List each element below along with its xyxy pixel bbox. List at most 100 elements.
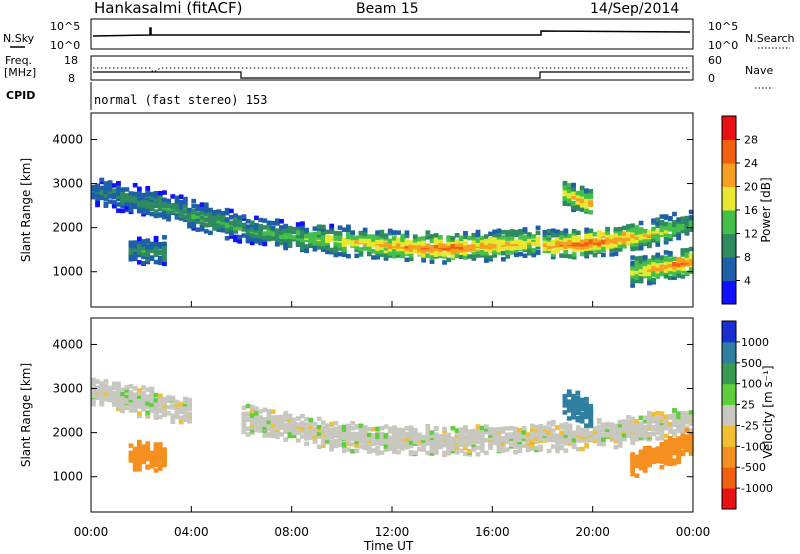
- echo-cell: [400, 444, 406, 449]
- echo-cell: [630, 466, 636, 471]
- echo-cell: [638, 421, 644, 426]
- echo-cell: [550, 239, 556, 245]
- echo-cell: [153, 446, 159, 452]
- echo-cell: [446, 432, 452, 438]
- echo-cell: [467, 244, 473, 250]
- echo-cell: [496, 234, 502, 240]
- echo-cell: [379, 248, 385, 254]
- echo-cell: [655, 242, 661, 247]
- echo-cell: [672, 429, 677, 434]
- echo-cell: [383, 245, 389, 251]
- echo-cell: [454, 253, 460, 259]
- echo-cell: [429, 247, 435, 252]
- echo-cell: [262, 425, 268, 431]
- echo-cell: [145, 397, 151, 402]
- freq-frame: [90, 55, 694, 81]
- echo-cell: [174, 405, 180, 411]
- echo-cell: [642, 445, 648, 451]
- echo-cell: [596, 441, 602, 447]
- echo-cell: [408, 428, 414, 434]
- echo-cell: [195, 214, 201, 219]
- echo-cell: [132, 446, 138, 452]
- echo-cell: [91, 401, 96, 407]
- echo-cell: [458, 439, 464, 445]
- echo-cell: [270, 229, 276, 234]
- echo-cell: [672, 418, 677, 423]
- echo-cell: [601, 242, 606, 247]
- echo-cell: [136, 459, 142, 464]
- echo-cell: [333, 233, 339, 239]
- echo-cell: [241, 226, 247, 232]
- echo-cell: [262, 225, 268, 230]
- echo-cell: [124, 201, 130, 207]
- echo-cell: [191, 214, 197, 220]
- echo-cell: [684, 248, 690, 253]
- echo-cell: [132, 247, 138, 252]
- echo-cell: [199, 224, 205, 230]
- echo-cell: [634, 275, 640, 280]
- echo-cell: [638, 278, 644, 284]
- echo-cell: [149, 191, 155, 197]
- echo-cell: [584, 194, 589, 199]
- echo-cell: [672, 256, 677, 262]
- echo-cell: [162, 460, 167, 466]
- echo-cell: [325, 425, 330, 431]
- echo-cell: [471, 246, 477, 252]
- echo-cell: [266, 224, 272, 230]
- echo-cell: [433, 436, 439, 442]
- echo-cell: [647, 271, 652, 276]
- echo-cell: [249, 220, 255, 225]
- echo-cell: [128, 453, 134, 458]
- echo-cell: [375, 249, 381, 254]
- velocity-plot-bg: [91, 318, 693, 512]
- echo-cell: [366, 426, 372, 432]
- echo-cell: [387, 435, 393, 440]
- echo-cell: [588, 246, 594, 251]
- echo-cell: [659, 464, 665, 470]
- echo-cell: [630, 255, 636, 260]
- echo-cell: [145, 441, 151, 446]
- echo-cell: [651, 414, 656, 420]
- echo-cell: [400, 436, 406, 441]
- echo-cell: [566, 196, 572, 202]
- colorbar-tick-label: 4: [744, 275, 751, 288]
- echo-cell: [350, 241, 355, 247]
- echo-cell: [291, 424, 297, 430]
- echo-cell: [559, 434, 565, 440]
- echo-cell: [634, 225, 640, 230]
- echo-cell: [663, 239, 669, 245]
- echo-cell: [116, 384, 121, 390]
- echo-cell: [617, 431, 623, 436]
- echo-cell: [571, 401, 576, 406]
- echo-cell: [458, 238, 464, 244]
- echo-cell: [567, 441, 573, 446]
- echo-cell: [504, 432, 510, 438]
- echo-cell: [534, 424, 539, 430]
- echo-cell: [111, 391, 117, 396]
- echo-cell: [663, 255, 669, 260]
- echo-cell: [141, 260, 146, 266]
- echo-cell: [379, 434, 385, 439]
- echo-cell: [182, 196, 188, 202]
- echo-cell: [659, 422, 665, 428]
- echo-cell: [157, 259, 163, 265]
- echo-cell: [463, 247, 468, 252]
- echo-cell: [392, 230, 397, 235]
- echo-cell: [688, 222, 694, 228]
- echo-cell: [325, 432, 330, 438]
- echo-cell: [387, 241, 393, 246]
- echo-cell: [655, 424, 661, 430]
- echo-cell: [584, 188, 589, 193]
- echo-cell: [274, 434, 280, 440]
- echo-cell: [408, 425, 414, 430]
- echo-cell: [571, 397, 576, 403]
- echo-cell: [228, 231, 234, 237]
- echo-cell: [346, 224, 351, 230]
- echo-cell: [483, 450, 489, 456]
- echo-cell: [174, 399, 180, 405]
- echo-cell: [392, 429, 397, 434]
- echo-cell: [596, 436, 602, 441]
- echo-cell: [157, 442, 163, 447]
- echo-cell: [421, 258, 427, 263]
- echo-cell: [249, 404, 255, 410]
